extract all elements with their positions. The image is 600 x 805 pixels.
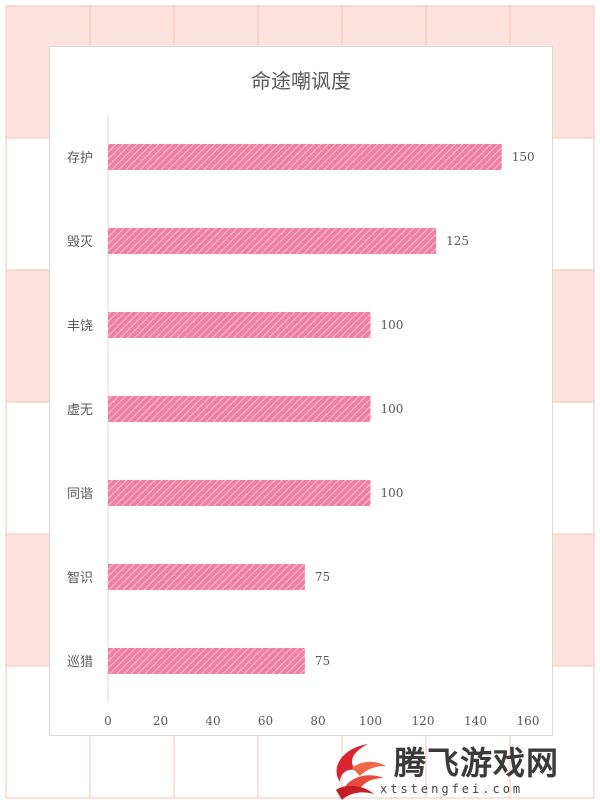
x-tick-label: 40: [205, 714, 220, 728]
y-tick-label: 存护: [67, 151, 93, 166]
watermark-url: xtstengfei.com: [380, 782, 524, 796]
bar: [108, 480, 371, 506]
bar-chart: 存护 150 毁灭 125 丰饶 100 虚无 100 同谐 100 智识 75 巡猎 75 0 20 40 60…: [67, 115, 540, 728]
x-tick-label: 0: [104, 714, 112, 728]
y-tick-label: 同谐: [67, 487, 93, 502]
x-tick-label: 120: [412, 714, 435, 728]
x-tick-label: 20: [153, 714, 168, 728]
data-label: 150: [512, 150, 535, 164]
data-label: 100: [381, 402, 404, 416]
y-tick-label: 毁灭: [67, 235, 93, 250]
bar: [108, 648, 305, 674]
bar: [108, 144, 502, 170]
data-label: 125: [446, 234, 469, 248]
x-tick-label: 140: [464, 714, 487, 728]
site-watermark: 腾飞游戏网 xtstengfei.com: [322, 738, 600, 805]
data-label: 75: [315, 570, 330, 584]
bar: [108, 396, 371, 422]
bar: [108, 312, 371, 338]
y-tick-label: 智识: [67, 571, 93, 586]
data-label: 100: [381, 318, 404, 332]
x-tick-label: 80: [310, 714, 325, 728]
x-tick-label: 160: [517, 714, 540, 728]
bar: [108, 564, 305, 590]
bar: [108, 228, 437, 254]
x-tick-label: 100: [359, 714, 382, 728]
phoenix-logo-icon: [336, 744, 386, 800]
y-tick-label: 虚无: [67, 403, 93, 418]
data-label: 75: [315, 654, 330, 668]
x-tick-label: 60: [258, 714, 273, 728]
chart-card: 命途嘲讽度 存护 150 毁灭 125 丰饶 100 虚无 100 同谐 100 智识 75 巡猎 75 0…: [49, 46, 553, 736]
y-tick-label: 巡猎: [67, 655, 93, 670]
y-tick-label: 丰饶: [67, 319, 93, 334]
watermark-text: 腾飞游戏网: [394, 744, 560, 782]
data-label: 100: [381, 486, 404, 500]
chart-title: 命途嘲讽度: [251, 69, 351, 93]
